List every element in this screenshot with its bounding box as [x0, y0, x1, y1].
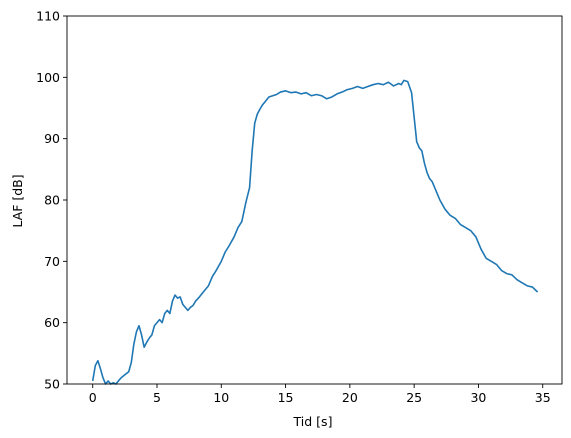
plot-area: [91, 79, 539, 385]
x-tick-label: 15: [278, 390, 294, 405]
x-tick-label: 5: [153, 390, 161, 405]
x-tick-label: 0: [89, 390, 97, 405]
y-tick-label: 60: [44, 315, 60, 330]
y-tick-label: 90: [44, 131, 60, 146]
x-tick-label: 30: [470, 390, 486, 405]
y-tick-label: 110: [36, 9, 60, 24]
x-tick-label: 10: [213, 390, 229, 405]
x-tick-label: 20: [342, 390, 358, 405]
x-tick-label: 35: [535, 390, 551, 405]
axes: 0 5 10 15 20 25 30 35 50 60 70 80 90 100 110: [36, 9, 563, 405]
y-tick-label: 70: [44, 254, 60, 269]
x-axis-label: Tid [s]: [293, 414, 333, 429]
y-tick-label: 50: [44, 377, 60, 392]
y-tick-label: 80: [44, 193, 60, 208]
x-tick-label: 25: [406, 390, 422, 405]
y-tick-label: 100: [36, 70, 60, 85]
y-axis-label: LAF [dB]: [10, 174, 25, 227]
series-line-0: [91, 79, 539, 385]
